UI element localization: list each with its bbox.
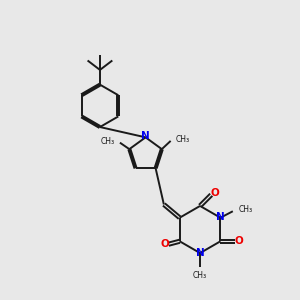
Text: N: N — [196, 248, 204, 258]
Text: CH₃: CH₃ — [176, 135, 190, 144]
Text: O: O — [160, 239, 169, 249]
Text: CH₃: CH₃ — [193, 271, 207, 280]
Text: CH₃: CH₃ — [239, 205, 253, 214]
Text: O: O — [234, 236, 243, 246]
Text: O: O — [210, 188, 219, 198]
Text: N: N — [141, 131, 150, 141]
Text: N: N — [216, 212, 225, 222]
Text: CH₃: CH₃ — [100, 137, 115, 146]
